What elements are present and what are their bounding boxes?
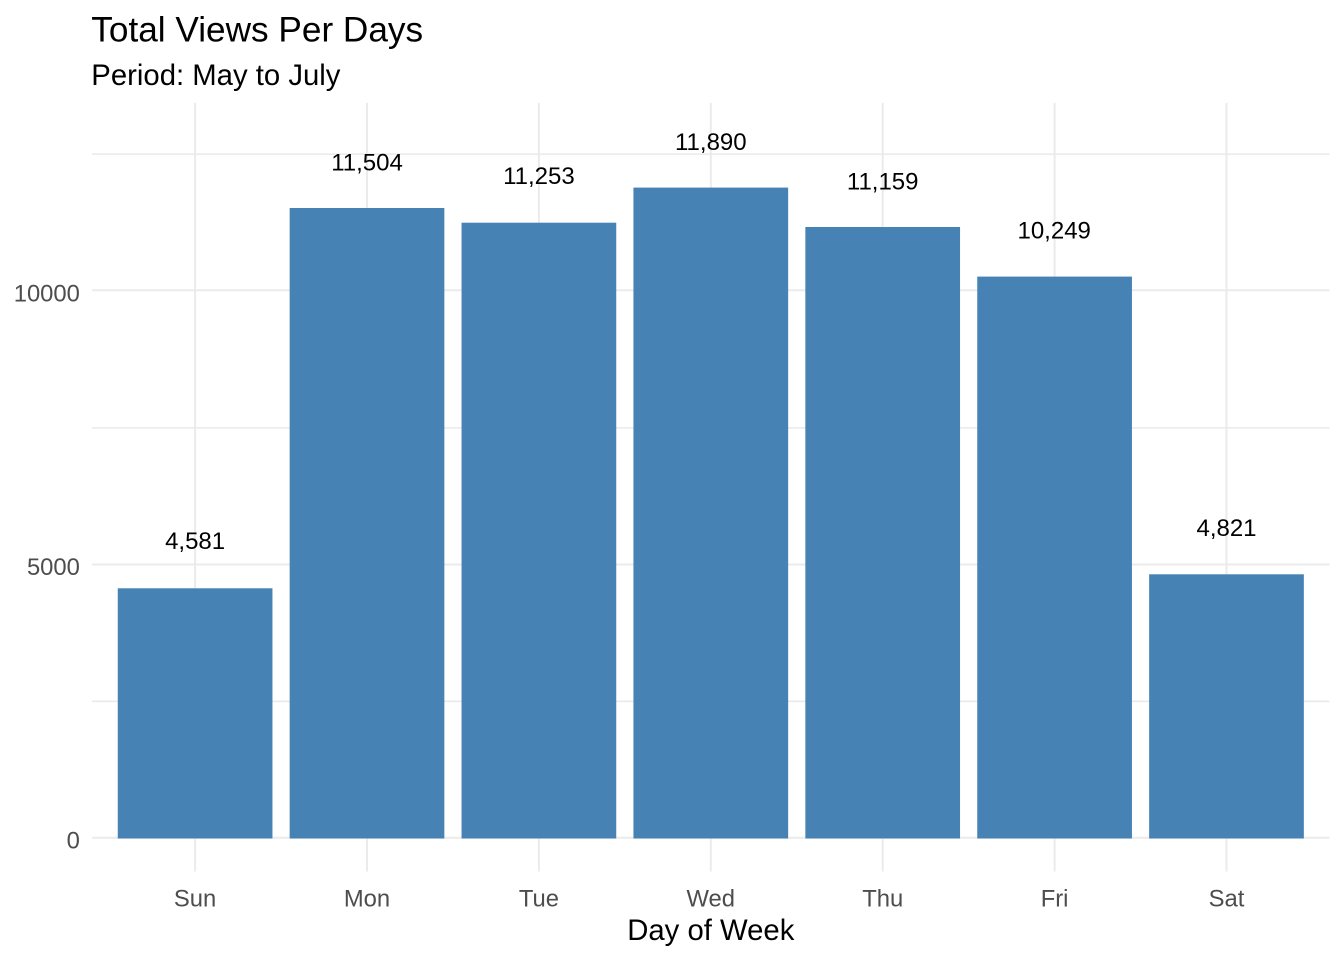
- svg-text:11,253: 11,253: [503, 163, 575, 190]
- svg-text:0: 0: [67, 828, 80, 855]
- svg-text:Sat: Sat: [1209, 886, 1245, 913]
- svg-text:5000: 5000: [27, 554, 80, 581]
- svg-text:4,821: 4,821: [1196, 515, 1256, 542]
- svg-text:10,249: 10,249: [1017, 217, 1090, 244]
- svg-text:Tue: Tue: [519, 886, 559, 913]
- svg-text:4,581: 4,581: [165, 528, 225, 555]
- svg-text:Total Views Per Days: Total Views Per Days: [91, 11, 423, 50]
- svg-text:10000: 10000: [14, 280, 80, 307]
- svg-text:11,890: 11,890: [675, 129, 747, 156]
- svg-text:Thu: Thu: [862, 886, 903, 913]
- svg-text:Period: May to July: Period: May to July: [91, 59, 340, 92]
- svg-text:11,504: 11,504: [331, 149, 403, 176]
- svg-text:Wed: Wed: [687, 886, 736, 913]
- svg-text:11,159: 11,159: [847, 168, 919, 195]
- svg-text:Fri: Fri: [1041, 886, 1069, 913]
- svg-text:Mon: Mon: [344, 886, 390, 913]
- svg-text:Sun: Sun: [174, 886, 216, 913]
- svg-text:Day of Week: Day of Week: [627, 914, 795, 947]
